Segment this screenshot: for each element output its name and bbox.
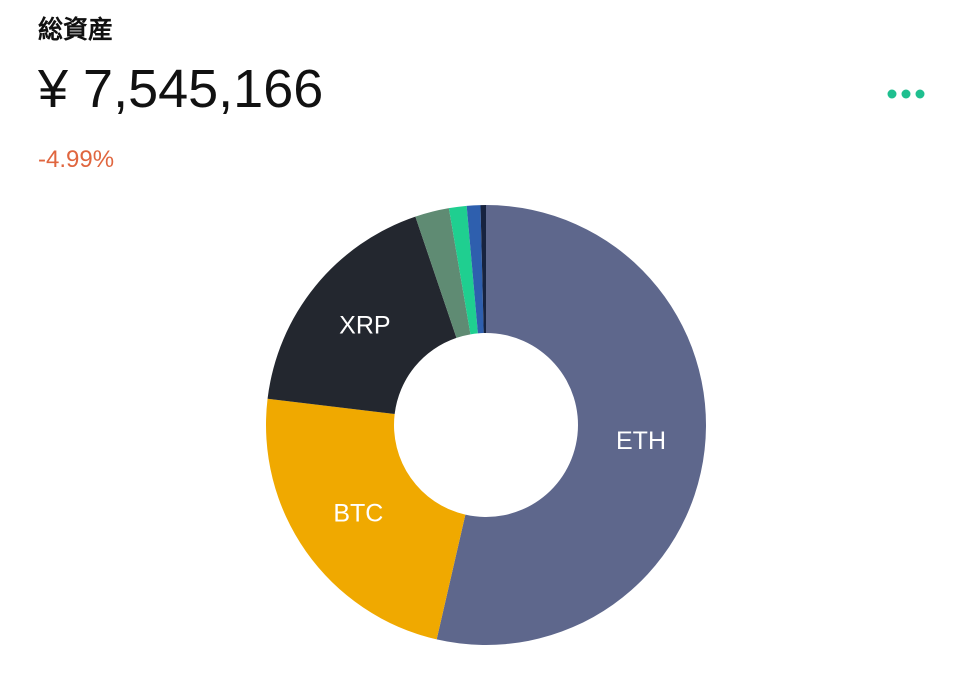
donut-slice xyxy=(266,398,466,640)
donut-slice xyxy=(448,205,478,335)
title: 総資産 xyxy=(38,15,114,44)
donut-slice xyxy=(267,216,457,415)
total-value: ¥ 7,545,166 xyxy=(38,59,324,119)
donut-slice xyxy=(415,208,471,338)
donut-slice xyxy=(466,205,484,334)
menu-button[interactable] xyxy=(884,84,928,104)
slice-label: ETH xyxy=(616,427,666,455)
slice-label: XRP xyxy=(339,311,390,339)
donut-slice xyxy=(480,205,486,334)
slice-label: BTC xyxy=(333,499,383,527)
change: -4.99% xyxy=(38,146,115,173)
donut-slice xyxy=(436,205,706,645)
